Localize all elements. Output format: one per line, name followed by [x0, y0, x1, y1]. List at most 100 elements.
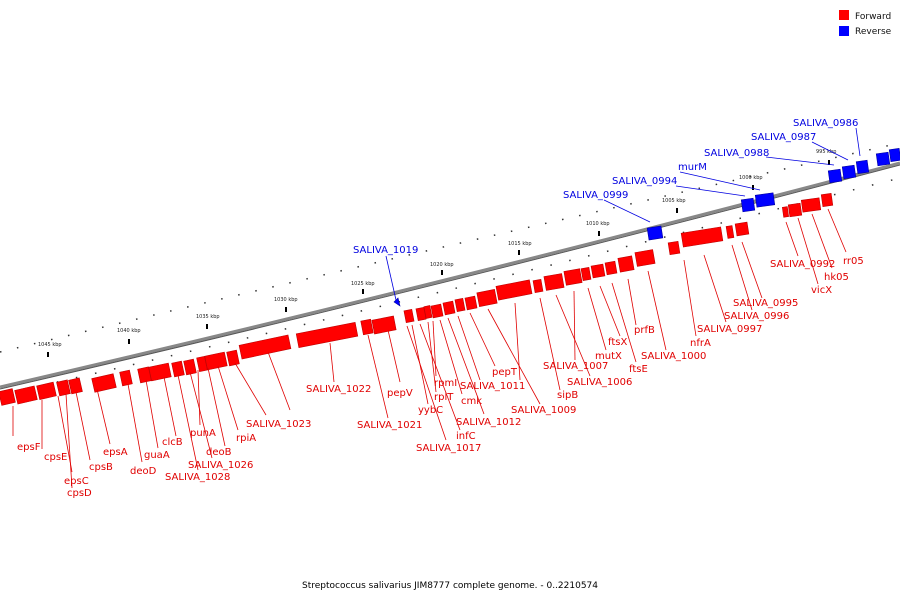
- gene-label: SALIVA_1012: [456, 417, 521, 428]
- gene-label: rpmI: [434, 378, 457, 389]
- gene-label: SALIVA_1017: [416, 443, 481, 454]
- gene-label: epsC: [64, 476, 89, 487]
- kbp-label: 1005 kbp: [662, 198, 686, 204]
- legend-reverse-swatch: [839, 26, 849, 36]
- gene-arrow: [800, 197, 822, 213]
- kbp-label: 1030 kbp: [274, 297, 298, 303]
- gene-arrow: [238, 334, 292, 360]
- kbp-tick: [598, 231, 600, 236]
- gene-label: SALIVA_0997: [697, 324, 762, 335]
- gene-label: guaA: [144, 450, 170, 461]
- gene-label: SALIVA_0987: [751, 132, 816, 143]
- gene-label: SALIVA_1006: [567, 377, 632, 388]
- kbp-label: 1000 kbp: [739, 175, 763, 181]
- gene-arrow: [617, 255, 635, 273]
- gene-arrow: [403, 308, 415, 324]
- reverse-genes: [393, 148, 900, 307]
- gene-label: murM: [678, 162, 707, 173]
- gene-label: prfB: [634, 325, 655, 336]
- gene-label: SALIVA_1011: [460, 381, 525, 392]
- gene-label: deoB: [206, 447, 232, 458]
- gene-arrow: [634, 249, 656, 267]
- gene-arrow: [464, 295, 478, 311]
- gene-label: cpsE: [44, 452, 67, 463]
- gene-label: ftsE: [629, 364, 648, 375]
- gene-arrow: [787, 202, 803, 218]
- gene-label: pepT: [492, 367, 518, 378]
- kbp-label: 995 kbp: [816, 149, 836, 155]
- kbp-tick: [128, 339, 130, 344]
- gene-arrow: [430, 303, 444, 319]
- gene-arrow: [360, 318, 374, 336]
- gene-arrow: [56, 379, 71, 397]
- gene-label: SALIVA_1021: [357, 420, 422, 431]
- gene-label: rpiA: [236, 433, 256, 444]
- gene-label: SALIVA_1022: [306, 384, 371, 395]
- gene-label: cmk: [461, 396, 482, 407]
- forward-labels: epsF cpsE epsC cpsD cpsB epsA deoD guaA …: [17, 256, 864, 499]
- forward-genes: [0, 193, 834, 406]
- gene-label: SALIVA_0999: [563, 190, 628, 201]
- gene-arrow: [68, 377, 83, 395]
- gene-arrow: [781, 206, 790, 218]
- kbp-label: 1045 kbp: [38, 342, 62, 348]
- gene-arrow: [543, 273, 565, 291]
- gene-label: vicX: [811, 285, 832, 296]
- gene-arrow: [754, 192, 776, 208]
- gene-arrow: [604, 260, 618, 276]
- gene-label: sipB: [557, 390, 578, 401]
- gene-label: SALIVA_0994: [612, 176, 677, 187]
- gene-label: SALIVA_1000: [641, 351, 706, 362]
- gene-arrow: [667, 240, 681, 256]
- gene-label: punA: [190, 428, 216, 439]
- kbp-tick: [206, 324, 208, 329]
- kbp-tick: [285, 307, 287, 312]
- lower-scale-arc: [0, 177, 900, 396]
- reverse-labels: SALIVA_1019 SALIVA_0999 SALIVA_0994 murM…: [353, 118, 858, 256]
- gene-arrow: [888, 148, 900, 162]
- gene-label: SALIVA_0996: [724, 311, 789, 322]
- gene-label: SALIVA_1009: [511, 405, 576, 416]
- gene-label: hk05: [824, 272, 849, 283]
- gene-arrow: [476, 289, 498, 307]
- legend-forward-swatch: [839, 10, 849, 20]
- gene-label: deoD: [130, 466, 157, 477]
- genome-caption: Streptococcus salivarius JIM8777 complet…: [302, 581, 598, 591]
- gene-label: SALIVA_1007: [543, 361, 608, 372]
- legend-forward-label: Forward: [855, 12, 891, 22]
- gene-label: infC: [456, 431, 476, 442]
- gene-arrow: [196, 355, 208, 373]
- gene-arrow: [495, 279, 533, 301]
- gene-arrow: [423, 305, 433, 319]
- gene-label: epsA: [103, 447, 128, 458]
- gene-arrow: [680, 226, 724, 248]
- gene-arrow: [855, 159, 870, 174]
- gene-arrow: [841, 164, 857, 180]
- gene-label: ftsX: [608, 337, 627, 348]
- kbp-label: 1035 kbp: [196, 314, 220, 320]
- gene-arrow: [36, 381, 57, 400]
- gene-arrow: [734, 221, 750, 237]
- gene-arrow: [580, 267, 592, 281]
- gene-arrow: [563, 268, 583, 286]
- gene-label: epsF: [17, 442, 41, 453]
- reverse-leaders: [385, 127, 861, 301]
- gene-arrow: [725, 225, 735, 239]
- gene-arrow: [295, 322, 359, 348]
- gene-arrow: [590, 263, 606, 279]
- gene-arrow: [91, 373, 117, 393]
- gene-arrow: [442, 300, 456, 316]
- gene-label: SALIVA_1019: [353, 245, 418, 256]
- kbp-tick: [828, 160, 830, 165]
- gene-label: SALIVA_0988: [704, 148, 769, 159]
- gene-label: SALIVA_0995: [733, 298, 798, 309]
- gene-label: yybC: [418, 405, 443, 416]
- gene-arrow: [646, 225, 664, 241]
- gene-arrow: [454, 297, 466, 313]
- gene-label: SALIVA_0986: [793, 118, 858, 129]
- kbp-label: 1015 kbp: [508, 241, 532, 247]
- gene-arrow: [204, 351, 228, 371]
- gene-label: nfrA: [690, 338, 711, 349]
- gene-arrow: [827, 168, 843, 184]
- kbp-tick: [752, 185, 754, 190]
